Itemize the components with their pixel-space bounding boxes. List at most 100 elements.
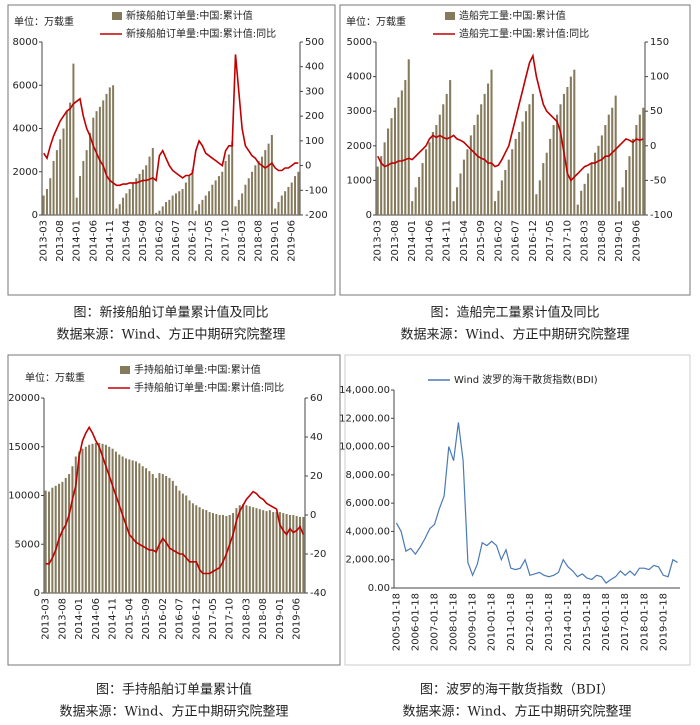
x-tick-label: 2013-03 bbox=[41, 598, 52, 640]
bar bbox=[55, 150, 58, 215]
x-tick-label: 2016-07 bbox=[511, 220, 522, 262]
x-tick-label: 2013-03 bbox=[373, 220, 384, 262]
bar bbox=[288, 515, 291, 593]
bar bbox=[542, 163, 545, 215]
bar bbox=[393, 107, 397, 215]
source: 数据来源：Wind、方正中期研究院整理 bbox=[60, 704, 289, 720]
bar bbox=[618, 201, 621, 215]
y2-tick-label: 100 bbox=[305, 136, 324, 147]
x-tick-label: 2014-01 bbox=[74, 598, 85, 640]
x-tick-label: 2017-10 bbox=[562, 220, 573, 262]
bar bbox=[174, 193, 177, 215]
y2-tick-label: 60 bbox=[310, 393, 323, 404]
bar bbox=[208, 191, 211, 215]
bar bbox=[298, 516, 301, 593]
bar bbox=[576, 204, 579, 215]
bar bbox=[122, 197, 125, 215]
x-tick-label: 2015-09 bbox=[141, 598, 152, 640]
x-tick-label: 2016-02 bbox=[154, 220, 165, 262]
bar bbox=[48, 491, 51, 593]
y2-tick-label: 50 bbox=[650, 106, 663, 117]
bar bbox=[128, 459, 131, 593]
x-tick-label: 2018-03 bbox=[580, 220, 591, 262]
x-tick-label: 2018-01-18 bbox=[639, 593, 650, 651]
bar bbox=[74, 456, 77, 593]
bar bbox=[227, 154, 230, 215]
bar bbox=[244, 184, 247, 215]
bar bbox=[114, 451, 117, 593]
bar bbox=[469, 135, 472, 215]
legend-swatch bbox=[112, 12, 122, 20]
y-tick-label: 4000 bbox=[13, 124, 38, 135]
bar bbox=[195, 505, 198, 593]
legend-label: 造船完工量:中国:累计值:同比 bbox=[459, 27, 589, 40]
bar bbox=[483, 93, 486, 215]
bar bbox=[552, 125, 555, 215]
legend-label: 新接船舶订单量:中国:累计值:同比 bbox=[126, 27, 276, 40]
y2-tick-label: 0 bbox=[305, 161, 311, 172]
bar bbox=[265, 511, 268, 593]
bar bbox=[600, 135, 603, 215]
bar bbox=[191, 503, 194, 593]
y-tick-label: 0 bbox=[32, 210, 38, 221]
bar bbox=[191, 169, 194, 215]
bar bbox=[387, 128, 390, 215]
x-tick-label: 2013-08 bbox=[390, 220, 401, 262]
bar bbox=[573, 69, 576, 216]
bar bbox=[94, 442, 97, 593]
bar bbox=[45, 189, 48, 215]
source: 数据来源：Wind、方正中期研究院整理 bbox=[57, 327, 286, 343]
bar bbox=[102, 100, 105, 215]
y2-tick-label: -100 bbox=[650, 210, 673, 221]
bar bbox=[61, 481, 64, 593]
bar bbox=[188, 500, 191, 593]
bar bbox=[421, 163, 424, 215]
bar bbox=[234, 206, 237, 215]
bar bbox=[201, 509, 204, 593]
x-tick-label: 2014-11 bbox=[442, 220, 453, 262]
bar bbox=[201, 199, 204, 215]
x-tick-label: 2016-07 bbox=[175, 598, 186, 640]
panel-frame bbox=[344, 354, 691, 666]
bar bbox=[431, 131, 434, 215]
bar bbox=[400, 90, 403, 215]
bar bbox=[181, 189, 184, 215]
bar bbox=[428, 142, 431, 215]
caption: 图：造船完工量累计值及同比 bbox=[430, 305, 599, 321]
y-tick-label: 15000 bbox=[8, 442, 40, 453]
bar bbox=[268, 510, 271, 593]
unit-label: 单位：万载重 bbox=[25, 371, 85, 384]
bar bbox=[148, 156, 151, 215]
bar bbox=[538, 180, 541, 215]
bar bbox=[204, 195, 207, 215]
bar bbox=[91, 443, 94, 593]
bar bbox=[274, 208, 277, 215]
y-tick-label: 14,000.00 bbox=[339, 385, 390, 396]
y-tick-label: 10000 bbox=[8, 491, 40, 502]
bar bbox=[188, 176, 191, 215]
bar bbox=[235, 508, 238, 593]
x-tick-label: 2015-04 bbox=[124, 598, 135, 640]
line bbox=[376, 53, 644, 182]
bar bbox=[52, 160, 55, 215]
bar bbox=[194, 210, 197, 215]
x-tick-label: 2016-02 bbox=[158, 598, 169, 640]
y2-tick-label: 0 bbox=[310, 510, 316, 521]
bar bbox=[121, 456, 124, 593]
bar bbox=[135, 178, 138, 215]
bar bbox=[59, 139, 62, 215]
bar bbox=[476, 114, 479, 215]
bar bbox=[95, 111, 98, 215]
bar bbox=[397, 97, 400, 215]
y2-tick-label: 400 bbox=[305, 62, 324, 73]
bar bbox=[161, 206, 164, 215]
bar bbox=[145, 468, 148, 593]
bar bbox=[257, 160, 260, 215]
y-tick-label: 0 bbox=[366, 210, 372, 221]
bar bbox=[181, 493, 184, 593]
bar bbox=[514, 138, 517, 215]
x-tick-label: 2014-01 bbox=[407, 220, 418, 262]
bar bbox=[88, 444, 91, 593]
bar bbox=[614, 95, 617, 215]
legend-swatch bbox=[445, 12, 455, 20]
